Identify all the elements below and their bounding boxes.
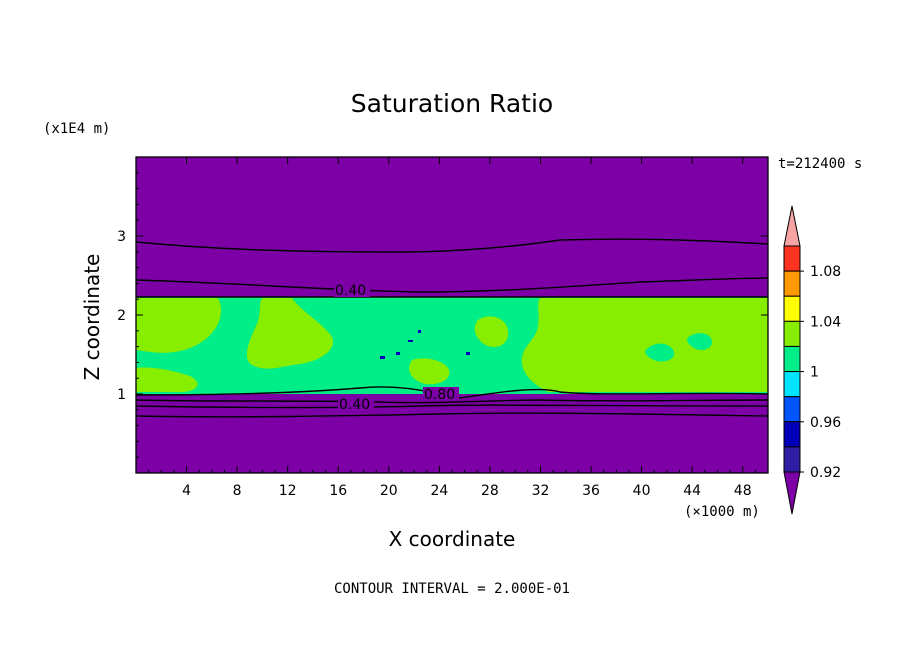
colorbar-top-arrow [783, 205, 801, 247]
x-unit-label: (×1000 m) [684, 504, 760, 520]
y-unit-label: (x1E4 m) [43, 121, 110, 137]
x-tick-label: 8 [233, 483, 242, 499]
colorbar-swatch [783, 446, 801, 473]
x-tick-label: 28 [481, 483, 499, 499]
contour-label: 0.40 [335, 283, 366, 299]
colorbar-bottom-arrow [783, 471, 801, 515]
x-tick-label: 48 [734, 483, 752, 499]
colorbar-swatch [783, 396, 801, 423]
contour-label: 0.40 [339, 397, 370, 413]
x-tick-label: 24 [430, 483, 448, 499]
chart-title: Saturation Ratio [351, 89, 553, 118]
colorbar-label: 0.96 [810, 415, 841, 431]
contour-labels: 0.40 0.40 0.80 [334, 283, 459, 413]
colorbar-swatch [783, 245, 801, 272]
x-axis-title: X coordinate [389, 527, 516, 551]
colorbar-label: 1.04 [810, 314, 841, 330]
contour-label: 0.80 [424, 387, 455, 403]
x-tick-label: 12 [279, 483, 297, 499]
x-tick-label: 40 [633, 483, 651, 499]
colorbar-swatch [783, 295, 801, 322]
noise-specks [380, 330, 470, 359]
y-tick-label: 2 [117, 308, 126, 324]
contour-interval-note: CONTOUR INTERVAL = 2.000E-01 [334, 581, 570, 597]
x-axis: 4 8 12 16 20 24 28 32 36 40 44 48 [148, 157, 756, 499]
colorbar: 1.08 1.04 1 0.96 0.92 [783, 205, 841, 515]
x-tick-label: 32 [532, 483, 550, 499]
supersaturated-patch [136, 298, 768, 392]
y-tick-label: 3 [117, 229, 126, 245]
colorbar-swatch [783, 270, 801, 297]
colorbar-label: 0.92 [810, 465, 841, 481]
y-axis: 1 2 3 [117, 172, 768, 458]
colorbar-swatch [783, 421, 801, 448]
y-axis-title: Z coordinate [80, 254, 104, 381]
x-tick-label: 36 [582, 483, 600, 499]
colorbar-label: 1 [810, 365, 819, 381]
contour-lines [136, 238, 768, 418]
colorbar-swatch [783, 345, 801, 373]
colorbar-swatch [783, 320, 801, 347]
saturated-island [687, 333, 712, 350]
colorbar-label: 1.08 [810, 264, 841, 280]
y-tick-label: 1 [117, 387, 126, 403]
x-tick-label: 4 [182, 483, 191, 499]
plot-field: 0.40 0.40 0.80 [136, 157, 768, 473]
x-tick-label: 20 [380, 483, 398, 499]
x-tick-label: 16 [329, 483, 347, 499]
time-label: t=212400 s [778, 156, 862, 172]
colorbar-swatch [783, 371, 801, 398]
saturated-island [645, 343, 675, 362]
x-tick-label: 44 [683, 483, 701, 499]
